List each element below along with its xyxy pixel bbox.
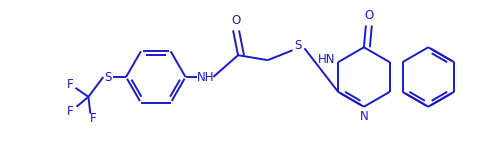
Text: F: F <box>67 78 74 91</box>
Text: O: O <box>231 14 240 27</box>
Text: HN: HN <box>317 53 334 66</box>
Text: N: N <box>359 110 367 123</box>
Text: S: S <box>105 71 112 84</box>
Text: F: F <box>90 112 96 125</box>
Text: S: S <box>293 39 301 52</box>
Text: O: O <box>363 9 373 22</box>
Text: F: F <box>67 105 74 118</box>
Text: NH: NH <box>196 71 213 84</box>
